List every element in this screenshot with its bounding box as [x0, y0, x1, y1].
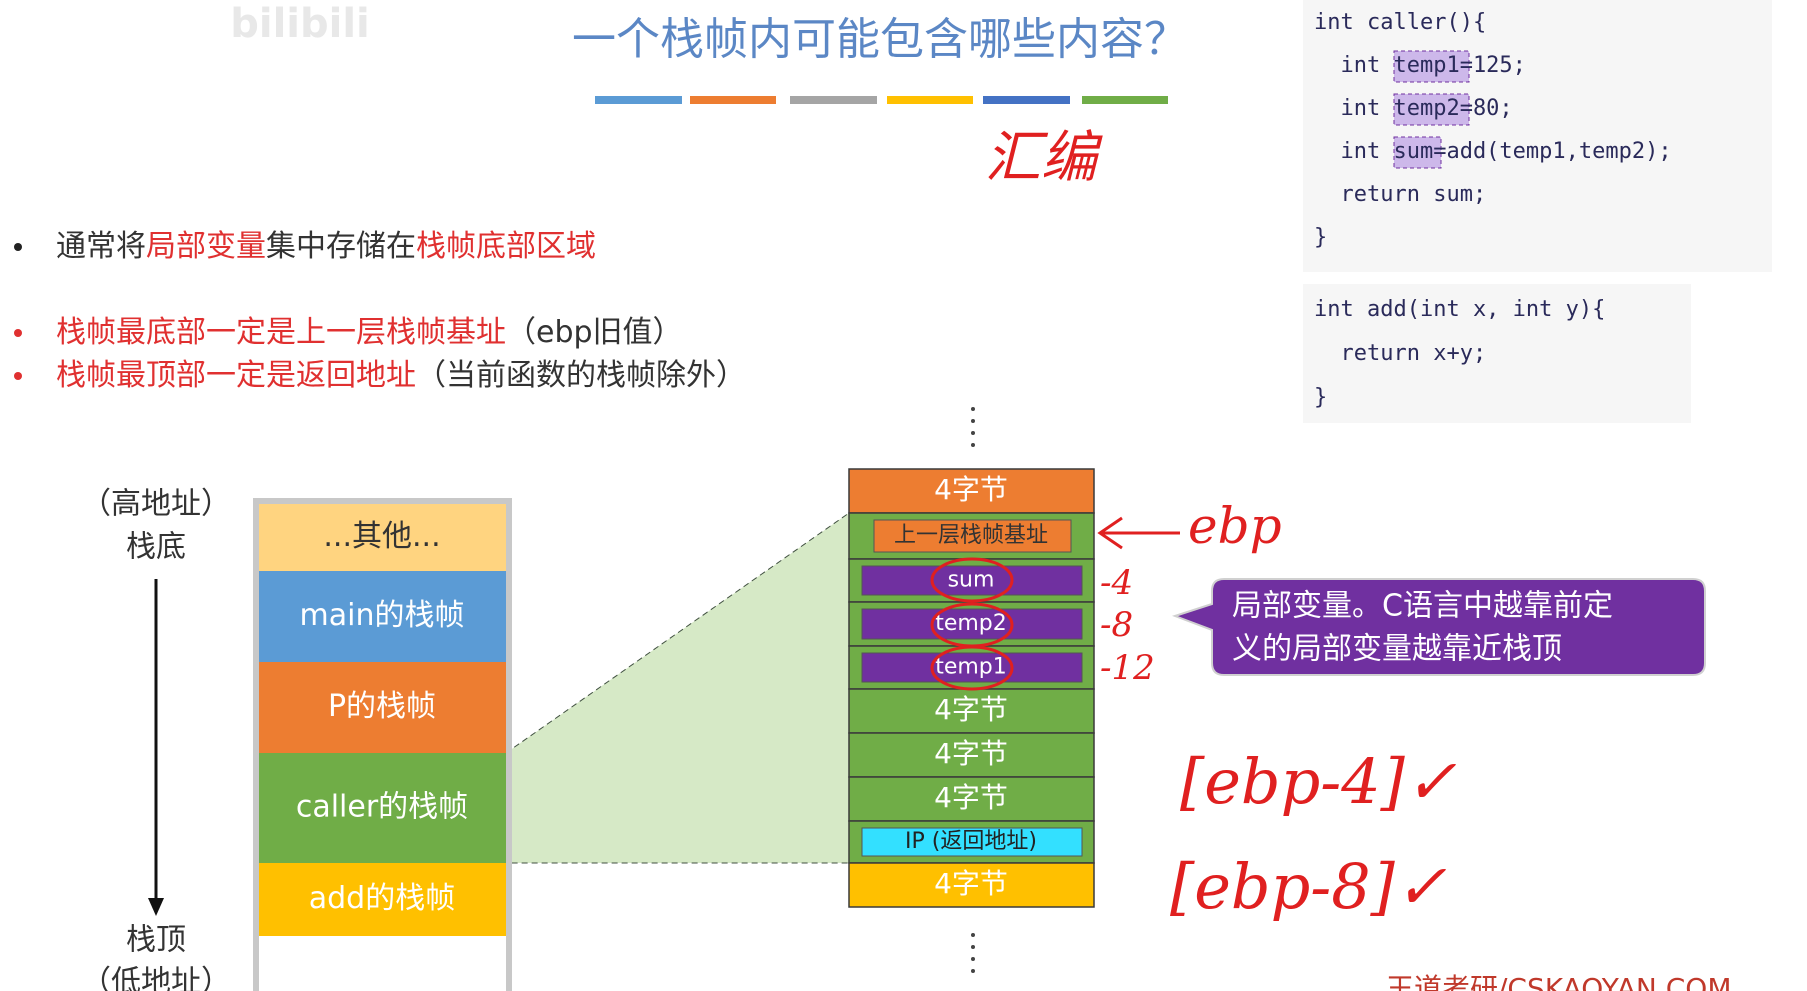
title: 一个栈帧内可能包含哪些内容？ — [572, 14, 1188, 65]
code-line: return x+y; — [1314, 341, 1486, 366]
watermark: bilibili — [230, 1, 370, 47]
code-line: } — [1314, 385, 1327, 410]
code-panel — [1303, 284, 1691, 423]
handwritten-marks — [930, 516, 1180, 691]
bullet-text: 栈帧最顶部一定是返回地址（当前函数的栈帧除外） — [56, 358, 746, 393]
bullet-segment: 栈帧最顶部一定是返回地址 — [56, 358, 416, 393]
code-line: return sum; — [1314, 182, 1486, 207]
callout — [1171, 578, 1706, 676]
bullet-marker — [14, 372, 22, 380]
frame-cell — [848, 862, 1095, 908]
stack-block-label: P的栈帧 — [328, 689, 436, 724]
frame-cell-label: 4字节 — [934, 867, 1008, 900]
frame-cell-label: IP (返回地址) — [905, 829, 1037, 854]
stack-block — [259, 504, 506, 571]
code-line: int temp2=80; — [1314, 96, 1513, 121]
stack-block-label: ...其他... — [323, 519, 440, 554]
handwritten-offset: -12 — [1100, 648, 1155, 688]
handwritten-offset: -8 — [1100, 605, 1133, 645]
stack-block — [259, 753, 506, 863]
stack-block-label: add的栈帧 — [309, 881, 455, 916]
handwritten-note: [ebp-8]✓ — [1170, 850, 1447, 923]
address-arrow — [148, 579, 164, 916]
bullet-segment: 通常将 — [56, 229, 146, 264]
code-line: int add(int x, int y){ — [1314, 297, 1605, 322]
frame-cell-box — [873, 519, 1072, 553]
bullet-marker — [14, 329, 22, 337]
content: 通常将局部变量集中存储在栈帧底部区域栈帧最底部一定是上一层栈帧基址（ebp旧值）… — [14, 10, 1672, 991]
stack-label: 栈顶 — [126, 923, 186, 958]
code-line: int temp1=125; — [1314, 53, 1526, 78]
bullet-segment: 栈帧最底部一定是上一层栈帧基址 — [56, 315, 506, 350]
callout-text: 义的局部变量越靠近栈顶 — [1232, 632, 1562, 667]
handwritten-note: 汇编 — [985, 126, 1103, 191]
frame-cell-label: 4字节 — [934, 473, 1008, 506]
frame-cell — [848, 468, 1095, 514]
title-bars — [595, 96, 1168, 104]
bullet-text: 通常将局部变量集中存储在栈帧底部区域 — [56, 229, 596, 264]
frame-cell-label: 4字节 — [934, 693, 1008, 726]
code-line: int caller(){ — [1314, 10, 1486, 35]
bullet-segment: 栈帧底部区域 — [416, 229, 596, 264]
frame-cell-box — [861, 827, 1083, 857]
stack-block — [259, 863, 506, 936]
stack-block — [259, 662, 506, 753]
variable-highlights — [1393, 50, 1470, 169]
bullet-marker — [14, 243, 22, 251]
bullet-segment: 集中存储在 — [266, 229, 416, 264]
stack-label: （高地址） — [81, 487, 231, 522]
frame-cell-label: 上一层栈帧基址 — [894, 523, 1048, 548]
frame-cell-label: sum — [948, 568, 995, 593]
frame-cell-label: temp2 — [935, 611, 1007, 636]
stack-block-label: caller的栈帧 — [296, 790, 468, 825]
stack-label: （低地址） — [81, 965, 231, 991]
frame-cell-box — [861, 608, 1083, 640]
bullet-segment: （当前函数的栈帧除外） — [416, 358, 746, 393]
callout-text: 局部变量。C语言中越靠前定 — [1232, 589, 1613, 624]
code-line: } — [1314, 225, 1327, 250]
handwritten-note: [ebp-4]✓ — [1180, 745, 1457, 818]
code-line: int sum=add(temp1,temp2); — [1314, 139, 1672, 164]
handwritten-offset: -4 — [1100, 563, 1133, 603]
frame-cell-label: temp1 — [935, 655, 1007, 680]
handwritten-ebp: ebp — [1188, 497, 1282, 555]
footer-watermark: 王道考研/CSKAOYAN.COM — [1386, 972, 1731, 991]
bullet-text: 栈帧最底部一定是上一层栈帧基址（ebp旧值） — [56, 315, 683, 350]
ellipsis-dots — [971, 407, 975, 973]
stack-block — [259, 571, 506, 662]
frame-cell-label: 4字节 — [934, 781, 1008, 814]
stack-label: 栈底 — [126, 530, 186, 565]
frame-cell — [848, 732, 1095, 778]
frame-cell-box — [861, 652, 1083, 683]
frame-cell-label: 4字节 — [934, 737, 1008, 770]
stack-block-label: main的栈帧 — [300, 598, 465, 633]
bullet-segment: 局部变量 — [146, 229, 266, 264]
bullet-segment: （ebp旧值） — [506, 315, 683, 350]
code-panel — [1303, 0, 1772, 272]
frame-cell-box — [861, 565, 1083, 596]
zoom-connector — [505, 512, 850, 864]
